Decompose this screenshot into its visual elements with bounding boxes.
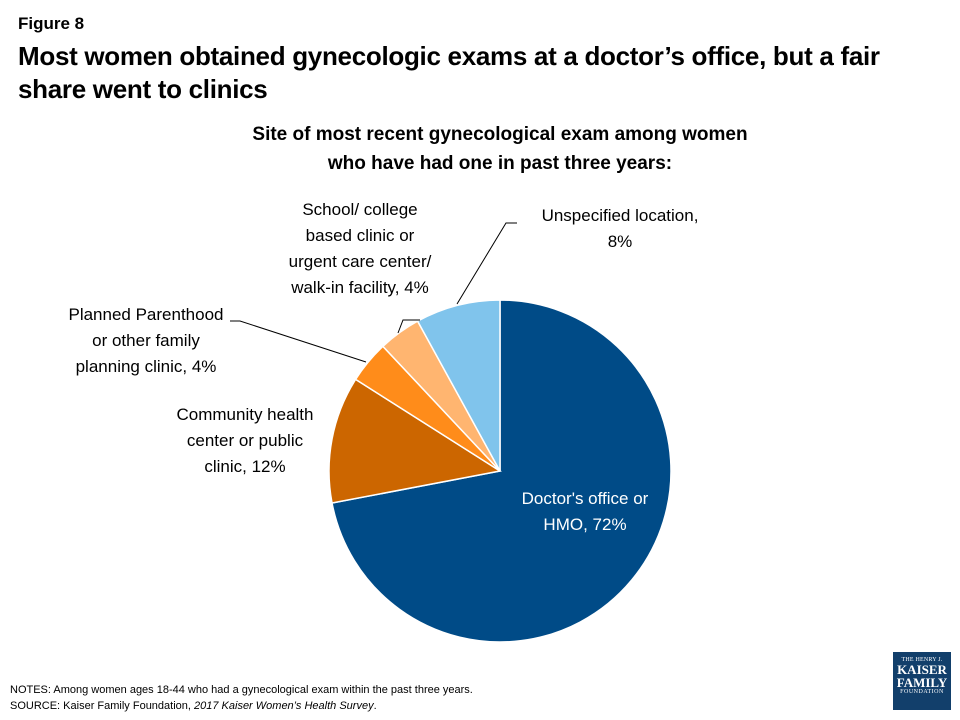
- leader-line-unspecified: [456, 222, 517, 305]
- slice-label-unspecified: Unspecified location, 8%: [515, 203, 725, 255]
- leader-line-planned-parenthood: [230, 320, 367, 363]
- leader-line-school-college: [397, 319, 420, 334]
- logo-line-1: THE HENRY J.: [901, 657, 943, 663]
- slice-label-unspecified-line-2: 8%: [607, 232, 633, 251]
- logo-line-2: KAISER: [897, 662, 947, 677]
- slice-label-doctors-office-line-1: Doctor's office or: [521, 489, 649, 508]
- slice-label-planned-parenthood-line-2: or other family: [92, 331, 200, 350]
- slice-label-school-college: School/ college based clinic or urgent c…: [260, 197, 460, 301]
- footnotes: NOTES: Among women ages 18-44 who had a …: [10, 682, 473, 714]
- logo-line-3: FAMILY: [896, 675, 948, 690]
- kff-logo: THE HENRY J. KAISER FAMILY FOUNDATION: [893, 652, 951, 710]
- slice-label-unspecified-line-1: Unspecified location,: [541, 206, 699, 225]
- notes-line: NOTES: Among women ages 18-44 who had a …: [10, 684, 473, 696]
- pie-slice-doctors-office: [331, 299, 672, 643]
- chart-title-line-2: who have had one in past three years:: [327, 153, 673, 174]
- slice-label-school-college-line-1: School/ college: [302, 200, 418, 219]
- slice-label-planned-parenthood-line-1: Planned Parenthood: [68, 305, 224, 324]
- slice-label-community-health: Community health center or public clinic…: [150, 402, 340, 480]
- source-prefix: SOURCE: Kaiser Family Foundation,: [10, 700, 195, 712]
- slice-label-community-health-line-3: clinic, 12%: [204, 457, 286, 476]
- slice-label-doctors-office-line-2: HMO, 72%: [543, 515, 627, 534]
- source-title: 2017 Kaiser Women’s Health Survey: [194, 700, 374, 712]
- source-suffix: .: [373, 700, 377, 712]
- logo-line-4: FOUNDATION: [900, 689, 944, 695]
- slice-label-doctors-office: Doctor's office or HMO, 72%: [490, 486, 680, 538]
- slice-label-community-health-line-1: Community health: [176, 405, 314, 424]
- pie-slice-community-health: [328, 378, 503, 504]
- source-line: SOURCE: Kaiser Family Foundation, 2017 K…: [10, 698, 473, 714]
- figure-label: Figure 8: [18, 14, 85, 33]
- slice-label-school-college-line-2: based clinic or: [305, 226, 415, 245]
- slice-label-school-college-line-3: urgent care center/: [288, 252, 432, 271]
- slice-label-community-health-line-2: center or public: [186, 431, 304, 450]
- chart-title: Site of most recent gynecological exam a…: [160, 120, 840, 178]
- slice-label-planned-parenthood-line-3: planning clinic, 4%: [75, 357, 217, 376]
- chart-title-line-1: Site of most recent gynecological exam a…: [252, 124, 748, 145]
- slice-label-planned-parenthood: Planned Parenthood or other family plann…: [46, 302, 246, 380]
- pie-slice-unspecified: [416, 299, 501, 472]
- slice-label-school-college-line-4: walk-in facility, 4%: [291, 278, 429, 297]
- page-title: Most women obtained gynecologic exams at…: [18, 41, 880, 104]
